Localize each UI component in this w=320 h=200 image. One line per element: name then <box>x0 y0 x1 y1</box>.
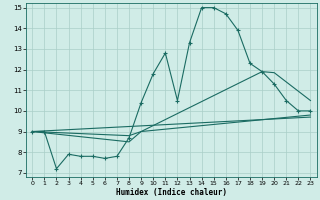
X-axis label: Humidex (Indice chaleur): Humidex (Indice chaleur) <box>116 188 227 197</box>
